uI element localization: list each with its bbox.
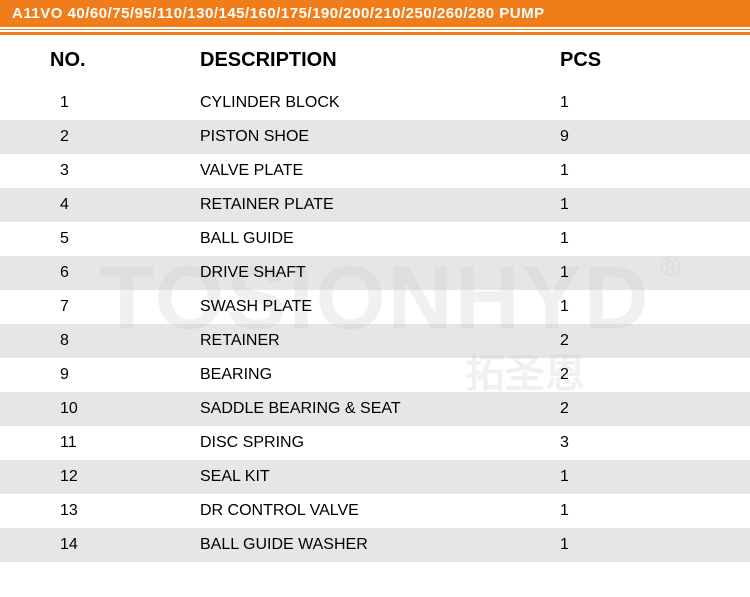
cell-no: 13 — [0, 502, 200, 520]
cell-no: 2 — [0, 128, 200, 146]
cell-pcs: 1 — [560, 468, 750, 486]
header-no: NO. — [0, 49, 200, 72]
cell-desc: SWASH PLATE — [200, 298, 560, 316]
cell-pcs: 1 — [560, 230, 750, 248]
cell-pcs: 1 — [560, 162, 750, 180]
cell-pcs: 2 — [560, 332, 750, 350]
cell-pcs: 1 — [560, 502, 750, 520]
cell-pcs: 1 — [560, 536, 750, 554]
cell-no: 14 — [0, 536, 200, 554]
cell-no: 3 — [0, 162, 200, 180]
table-row: 4RETAINER PLATE1 — [0, 188, 750, 222]
cell-pcs: 1 — [560, 264, 750, 282]
cell-no: 8 — [0, 332, 200, 350]
cell-desc: RETAINER PLATE — [200, 196, 560, 214]
cell-no: 11 — [0, 434, 200, 452]
table-row: 7SWASH PLATE1 — [0, 290, 750, 324]
table-row: 2PISTON SHOE9 — [0, 120, 750, 154]
cell-desc: VALVE PLATE — [200, 162, 560, 180]
cell-desc: DRIVE SHAFT — [200, 264, 560, 282]
cell-no: 5 — [0, 230, 200, 248]
table-row: 5BALL GUIDE1 — [0, 222, 750, 256]
title-bar: A11VO 40/60/75/95/110/130/145/160/175/19… — [0, 0, 750, 27]
cell-desc: CYLINDER BLOCK — [200, 94, 560, 112]
cell-no: 10 — [0, 400, 200, 418]
table-row: 12SEAL KIT1 — [0, 460, 750, 494]
cell-desc: RETAINER — [200, 332, 560, 350]
cell-desc: DR CONTROL VALVE — [200, 502, 560, 520]
cell-pcs: 2 — [560, 366, 750, 384]
table-body: 1CYLINDER BLOCK12PISTON SHOE93VALVE PLAT… — [0, 86, 750, 562]
cell-desc: PISTON SHOE — [200, 128, 560, 146]
cell-pcs: 9 — [560, 128, 750, 146]
table-row: 3VALVE PLATE1 — [0, 154, 750, 188]
cell-no: 12 — [0, 468, 200, 486]
cell-desc: BEARING — [200, 366, 560, 384]
table-header: NO. DESCRIPTION PCS — [0, 35, 750, 86]
cell-no: 6 — [0, 264, 200, 282]
cell-desc: BALL GUIDE WASHER — [200, 536, 560, 554]
cell-desc: SADDLE BEARING & SEAT — [200, 400, 560, 418]
cell-no: 7 — [0, 298, 200, 316]
cell-pcs: 3 — [560, 434, 750, 452]
cell-no: 4 — [0, 196, 200, 214]
header-pcs: PCS — [560, 49, 750, 72]
table-row: 13DR CONTROL VALVE1 — [0, 494, 750, 528]
cell-pcs: 1 — [560, 196, 750, 214]
cell-pcs: 1 — [560, 298, 750, 316]
cell-desc: SEAL KIT — [200, 468, 560, 486]
cell-desc: BALL GUIDE — [200, 230, 560, 248]
table-row: 9BEARING2 — [0, 358, 750, 392]
table-row: 6DRIVE SHAFT1 — [0, 256, 750, 290]
cell-pcs: 1 — [560, 94, 750, 112]
table-row: 8RETAINER2 — [0, 324, 750, 358]
table-row: 11DISC SPRING3 — [0, 426, 750, 460]
table-row: 1CYLINDER BLOCK1 — [0, 86, 750, 120]
header-desc: DESCRIPTION — [200, 49, 560, 72]
cell-no: 1 — [0, 94, 200, 112]
table-row: 14BALL GUIDE WASHER1 — [0, 528, 750, 562]
cell-no: 9 — [0, 366, 200, 384]
cell-pcs: 2 — [560, 400, 750, 418]
cell-desc: DISC SPRING — [200, 434, 560, 452]
table-row: 10SADDLE BEARING & SEAT2 — [0, 392, 750, 426]
divider-thin — [0, 29, 750, 30]
